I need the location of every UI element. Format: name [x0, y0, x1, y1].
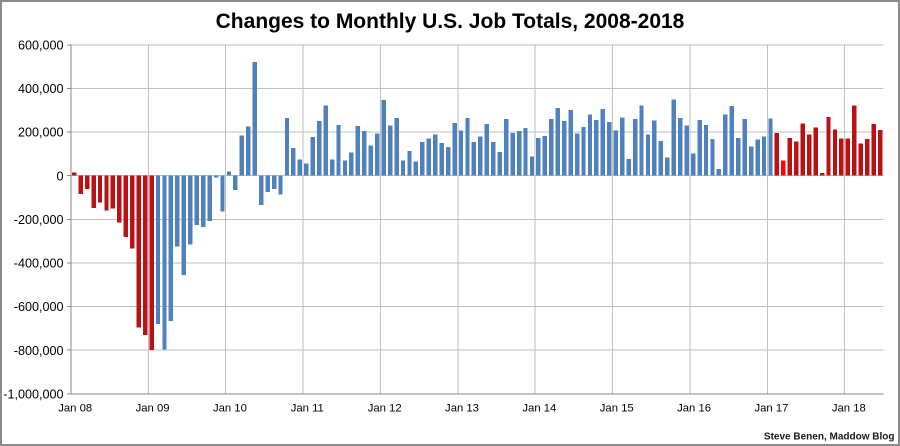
- svg-text:Jan 09: Jan 09: [136, 403, 170, 415]
- svg-text:-200,000: -200,000: [14, 213, 64, 227]
- svg-text:Jan 14: Jan 14: [522, 403, 556, 415]
- svg-text:Jan 10: Jan 10: [213, 403, 247, 415]
- svg-text:-400,000: -400,000: [14, 257, 64, 271]
- svg-text:Jan 17: Jan 17: [754, 403, 788, 415]
- svg-text:Jan 12: Jan 12: [368, 403, 402, 415]
- svg-text:Jan 13: Jan 13: [445, 403, 479, 415]
- svg-text:-600,000: -600,000: [14, 300, 64, 314]
- svg-text:Jan 15: Jan 15: [600, 403, 634, 415]
- svg-text:200,000: 200,000: [18, 126, 64, 140]
- svg-text:400,000: 400,000: [18, 82, 64, 96]
- svg-text:Steve Benen, Maddow Blog: Steve Benen, Maddow Blog: [764, 432, 895, 443]
- svg-text:Jan 11: Jan 11: [291, 403, 324, 415]
- svg-text:600,000: 600,000: [18, 39, 64, 53]
- svg-text:-800,000: -800,000: [14, 344, 64, 358]
- svg-text:Jan 08: Jan 08: [58, 403, 92, 415]
- svg-text:0: 0: [56, 169, 63, 183]
- svg-text:Jan 18: Jan 18: [832, 403, 866, 415]
- svg-text:-1,000,000: -1,000,000: [3, 387, 63, 401]
- svg-text:Changes to Monthly U.S. Job To: Changes to Monthly U.S. Job Totals, 2008…: [216, 10, 685, 33]
- svg-text:Jan 16: Jan 16: [677, 403, 711, 415]
